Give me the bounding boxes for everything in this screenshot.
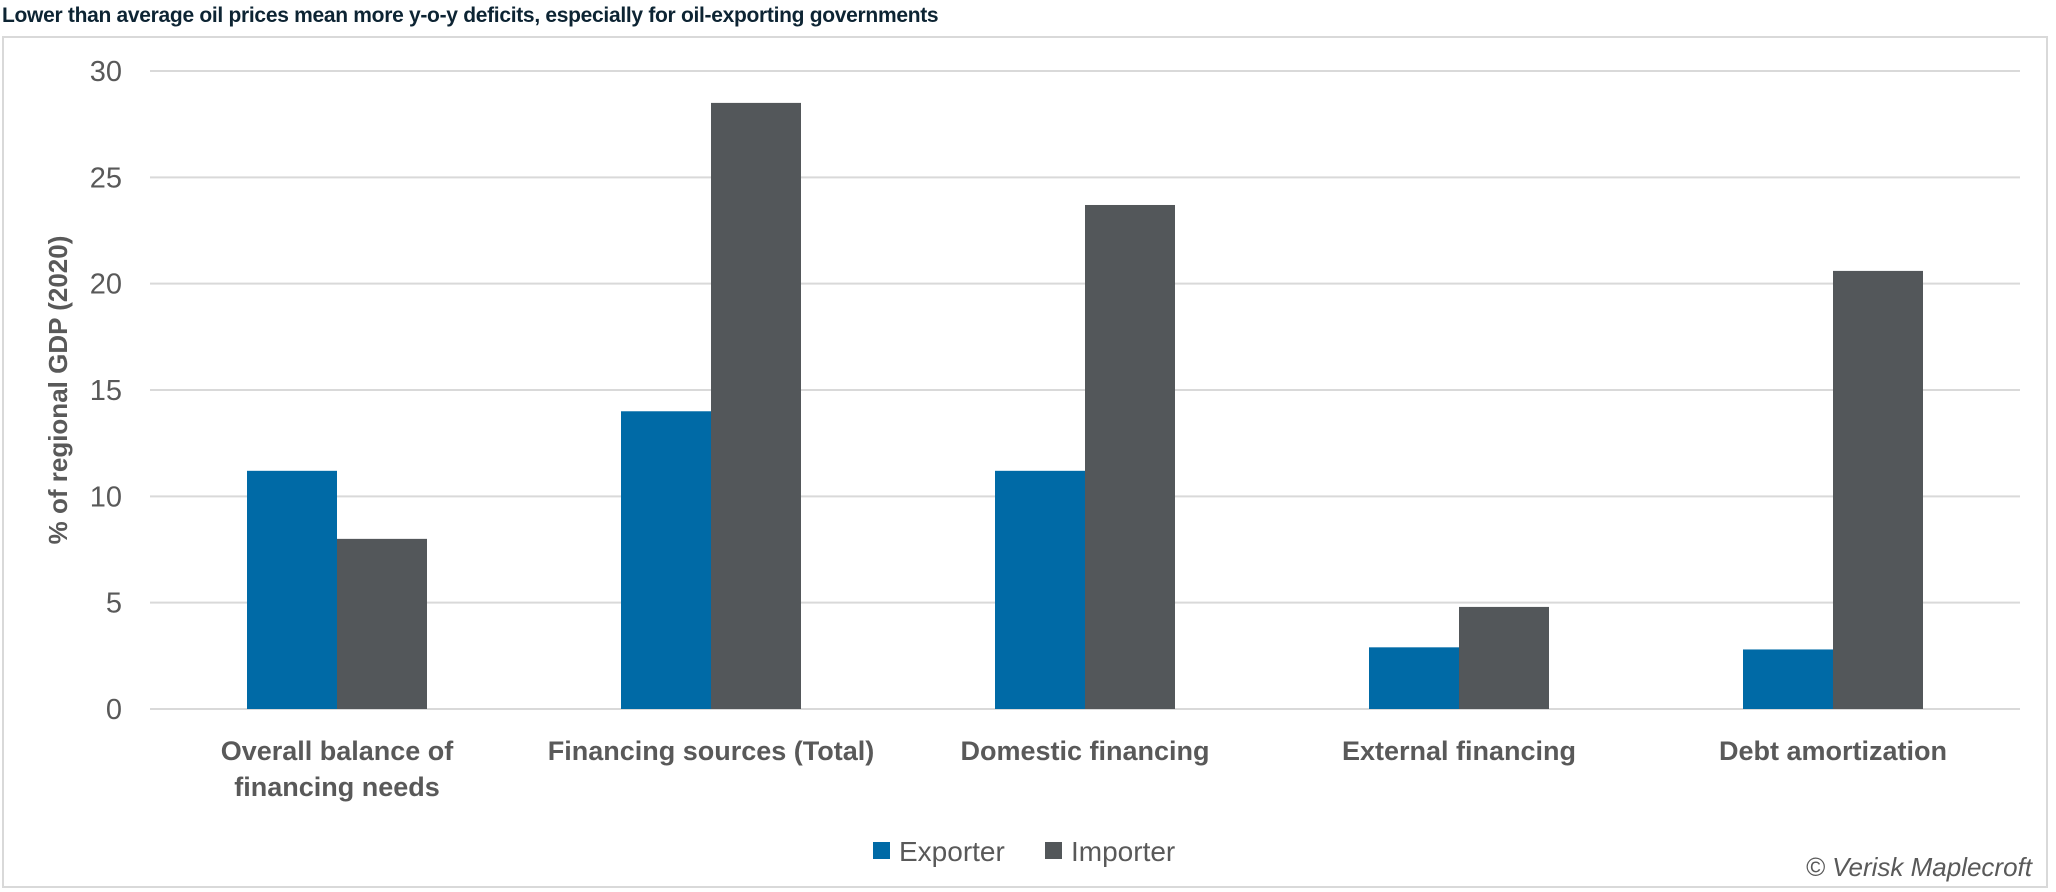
legend-label-importer: Importer bbox=[1071, 836, 1175, 867]
x-tick-label: Financing sources (Total) bbox=[548, 736, 875, 766]
x-tick-label: External financing bbox=[1342, 736, 1576, 766]
legend-swatch-exporter bbox=[873, 842, 890, 859]
x-tick-label: Overall balance of bbox=[221, 736, 455, 766]
y-tick-label: 20 bbox=[90, 269, 122, 301]
bar-importer bbox=[711, 102, 801, 709]
bar-exporter bbox=[1369, 647, 1459, 709]
y-tick-label: 25 bbox=[90, 162, 122, 194]
bar-importer bbox=[1833, 270, 1923, 709]
bar-exporter bbox=[995, 470, 1085, 709]
bar-exporter bbox=[621, 411, 711, 709]
bar-exporter bbox=[247, 470, 337, 709]
legend-label-exporter: Exporter bbox=[899, 836, 1005, 867]
y-tick-label: 10 bbox=[90, 481, 122, 513]
y-tick-label: 30 bbox=[90, 56, 122, 88]
credit-text: © Verisk Maplecroft bbox=[1805, 852, 2032, 882]
legend-swatch-importer bbox=[1045, 842, 1062, 859]
chart-title: Lower than average oil prices mean more … bbox=[2, 4, 939, 27]
y-tick-label: 15 bbox=[90, 375, 122, 407]
bar-importer bbox=[1459, 606, 1549, 709]
bar-importer bbox=[1085, 204, 1175, 710]
y-tick-label: 5 bbox=[106, 588, 122, 620]
bar-exporter bbox=[1743, 649, 1833, 709]
y-axis-label: % of regional GDP (2020) bbox=[43, 236, 73, 545]
x-tick-label: Domestic financing bbox=[960, 736, 1209, 766]
bar-importer bbox=[337, 538, 427, 709]
chart-frame bbox=[2, 36, 2048, 888]
x-tick-label: Debt amortization bbox=[1719, 736, 1947, 766]
x-tick-label: financing needs bbox=[234, 772, 440, 802]
y-tick-label: 0 bbox=[106, 694, 122, 726]
